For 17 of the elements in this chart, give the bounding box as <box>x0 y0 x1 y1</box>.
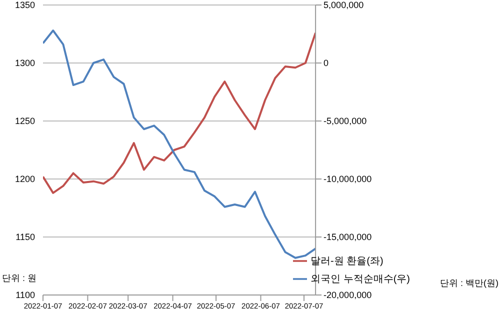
y-tick-label: 1300 <box>14 58 35 68</box>
y-tick-label: 1100 <box>16 290 35 300</box>
y-tick-label: 1250 <box>14 116 35 126</box>
y2-tick-label: -5,000,000 <box>324 116 367 126</box>
y2-tick-label: -15,000,000 <box>324 232 372 242</box>
y2-tick-label: 0 <box>324 58 329 68</box>
legend-label: 달러-원 환율(좌) <box>310 256 384 267</box>
line-series <box>43 32 316 194</box>
text: 단위 : 원 <box>2 272 37 285</box>
y2-tick-label: -20,000,000 <box>324 290 372 300</box>
y2-tick-label: -10,000,000 <box>324 174 372 184</box>
y-tick-label: 1200 <box>14 174 35 184</box>
y2-tick-label: 5,000,000 <box>324 0 364 10</box>
y-tick-label: 1150 <box>16 232 35 242</box>
legend-label: 외국인 누적순매수(우) <box>310 274 410 285</box>
text: 단위 : 백만(원) <box>440 277 498 290</box>
y-tick-label: 1350 <box>14 0 35 10</box>
